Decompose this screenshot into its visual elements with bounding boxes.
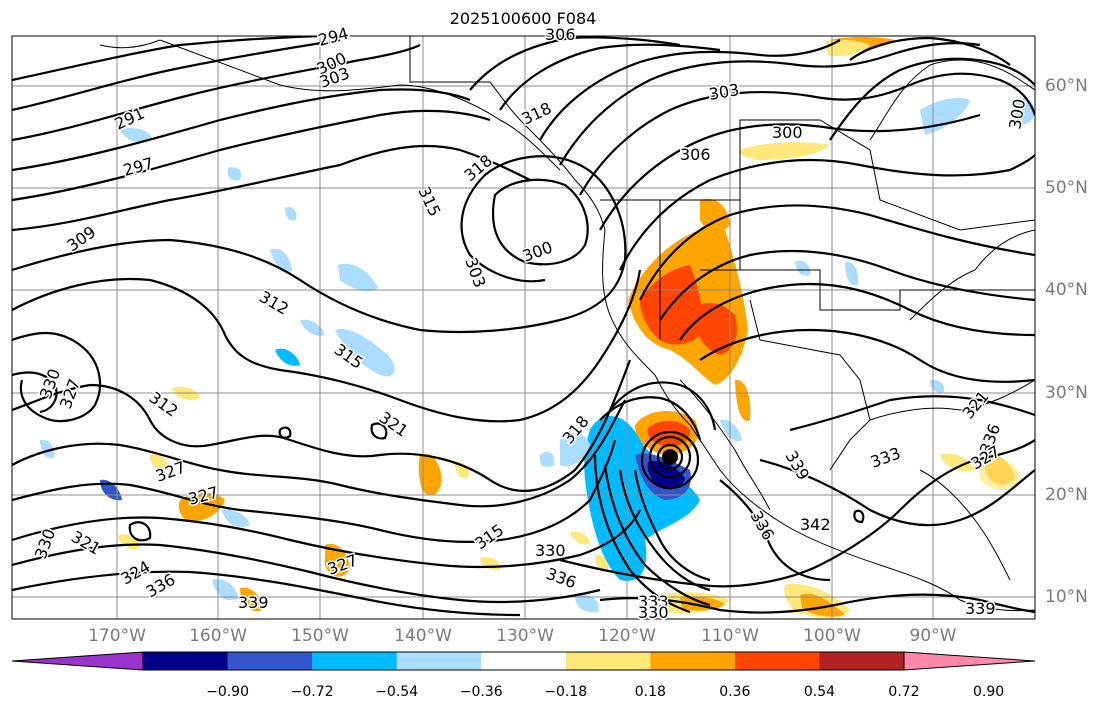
very-strong-negative-anomaly-area [647, 460, 685, 490]
weak-negative-anomaly-area [845, 261, 859, 286]
weak-negative-anomaly-area [120, 128, 152, 143]
weak-negative-anomaly-area [335, 329, 395, 377]
contour-label: 333 [638, 592, 669, 611]
weak-positive-anomaly-area [825, 39, 870, 57]
colorbar-segment [819, 652, 905, 670]
colorbar-tick-label: 0.72 [888, 684, 920, 700]
longitude-label: 110°W [701, 626, 759, 646]
contour-label: 300 [772, 123, 803, 142]
colorbar-tick-label: 0.90 [972, 684, 1005, 700]
colorbar-segment [227, 652, 313, 670]
contour-label: 330 [638, 603, 669, 622]
longitude-label: 100°W [803, 626, 861, 646]
colorbar-tick-label: −0.90 [206, 684, 249, 700]
weak-positive-anomaly-area [240, 587, 262, 612]
weak-negative-anomaly-area [285, 207, 297, 221]
weak-negative-anomaly-area [720, 419, 742, 442]
weak-positive-anomaly-area [735, 379, 751, 421]
weak-negative-anomaly-area [338, 263, 378, 292]
contour-label: 342 [800, 515, 831, 534]
positive-anomaly-area [800, 593, 845, 617]
height-contours [12, 36, 1035, 617]
weak-positive-anomaly-area [595, 554, 609, 573]
weak-positive-anomaly-area [570, 531, 590, 545]
latitude-label: 20°N [1045, 485, 1088, 505]
coastlines [99, 36, 1035, 612]
longitude-label: 150°W [291, 626, 349, 646]
colorbar-tick-label: −0.54 [375, 684, 419, 700]
latitude-label: 10°N [1045, 587, 1088, 607]
colorbar-tick-label: −0.18 [544, 684, 588, 700]
colorbar-tick-label: −0.72 [290, 684, 334, 700]
weak-positive-anomaly-area [418, 453, 442, 496]
colorbar-tick-label: 0.36 [719, 684, 751, 700]
map-title: 2025100600 F084 [449, 9, 597, 28]
colorbar-segment [481, 652, 567, 670]
colorbar-extend-low [11, 651, 144, 671]
latitude-label: 60°N [1045, 76, 1088, 96]
map-frame [11, 35, 1036, 620]
latitude-label: 30°N [1045, 383, 1088, 403]
colorbar [11, 651, 1036, 671]
weak-positive-anomaly-area [940, 453, 975, 472]
weak-negative-anomaly-area [275, 348, 300, 366]
contour-label: 339 [965, 599, 996, 618]
weak-negative-anomaly-area [222, 509, 250, 528]
weak-positive-anomaly-area [739, 142, 830, 160]
weak-negative-anomaly-area [575, 594, 599, 613]
contour-label: 306 [680, 145, 711, 164]
colorbar-segment [650, 652, 736, 670]
contour-label: 306 [545, 25, 576, 44]
colorbar-segment [734, 652, 820, 670]
colorbar-segment [396, 652, 482, 670]
weak-negative-anomaly-area [560, 433, 590, 467]
latitude-label: 40°N [1045, 280, 1088, 300]
longitude-label: 140°W [394, 626, 452, 646]
colorbar-tick-label: 0.18 [634, 684, 666, 700]
longitude-label: 120°W [598, 626, 656, 646]
longitude-label: 130°W [496, 626, 554, 646]
longitude-label: 170°W [88, 626, 146, 646]
colorbar-extend-high [903, 651, 1036, 671]
weak-negative-anomaly-area [539, 451, 555, 468]
colorbar-tick-label: −0.36 [459, 684, 503, 700]
weak-negative-anomaly-area [40, 439, 55, 459]
latitude-label: 50°N [1045, 178, 1088, 198]
weak-positive-anomaly-area [700, 198, 730, 232]
storm-center-icon [662, 449, 678, 465]
weak-negative-anomaly-area [300, 319, 325, 336]
weak-negative-anomaly-area [930, 379, 945, 393]
weak-negative-anomaly-area [227, 167, 242, 181]
contour-label: 339 [238, 593, 269, 612]
colorbar-segment [143, 652, 229, 670]
contour-label: 330 [535, 541, 566, 560]
weak-positive-anomaly-area [150, 454, 169, 472]
weak-negative-anomaly-area [795, 260, 811, 276]
colorbar-segment [565, 652, 651, 670]
longitude-label: 160°W [189, 626, 247, 646]
colorbar-tick-label: 0.54 [803, 684, 836, 700]
weak-positive-anomaly-area [978, 455, 1022, 491]
weak-negative-anomaly-area [270, 248, 292, 272]
colorbar-segment [312, 652, 398, 670]
longitude-label: 90°W [909, 626, 957, 646]
